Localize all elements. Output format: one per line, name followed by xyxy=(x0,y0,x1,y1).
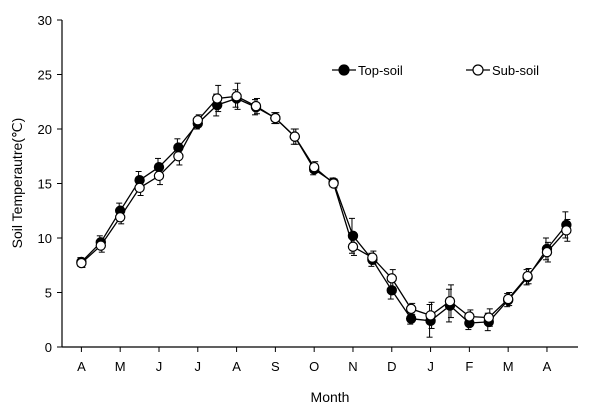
data-point-sub-soil xyxy=(231,91,242,102)
x-tick-label: M xyxy=(503,359,514,374)
data-point-sub-soil xyxy=(483,312,494,323)
data-point-sub-soil xyxy=(192,115,203,126)
data-point-sub-soil xyxy=(425,310,436,321)
x-axis-title: Month xyxy=(311,389,350,405)
y-tick-label: 0 xyxy=(45,340,52,355)
data-point-sub-soil xyxy=(367,252,378,263)
data-point-sub-soil xyxy=(153,170,165,182)
legend-marker-top-soil xyxy=(338,64,350,76)
data-point-top-soil xyxy=(405,313,417,324)
data-point-sub-soil xyxy=(405,303,417,315)
y-tick-label: 20 xyxy=(38,122,52,137)
data-point-sub-soil xyxy=(173,151,184,162)
x-tick-label: J xyxy=(156,359,163,374)
x-tick-label: A xyxy=(543,359,552,374)
x-tick-label: J xyxy=(427,359,434,374)
legend-item-sub-soil: Sub-soil xyxy=(466,63,539,78)
x-tick-label: A xyxy=(77,359,86,374)
data-point-sub-soil xyxy=(328,178,339,189)
x-tick-label: M xyxy=(115,359,126,374)
data-point-sub-soil xyxy=(502,293,514,305)
data-point-sub-soil xyxy=(250,100,262,112)
legend-label-top-soil: Top-soil xyxy=(358,63,403,78)
y-tick-label: 5 xyxy=(45,286,52,301)
data-point-sub-soil xyxy=(347,241,359,252)
x-tick-label: S xyxy=(271,359,280,374)
series-line-top-soil xyxy=(80,97,567,324)
legend: Top-soil Sub-soil xyxy=(332,63,539,78)
series-line-sub-soil xyxy=(80,95,567,319)
data-point-sub-soil xyxy=(95,240,106,251)
x-tick-label: J xyxy=(195,359,202,374)
series-top-soil xyxy=(76,89,572,338)
x-tick-label: N xyxy=(348,359,357,374)
y-axis-ticks: 0 5 10 15 20 25 30 xyxy=(38,13,62,355)
data-point-sub-soil xyxy=(270,112,281,124)
data-point-sub-soil xyxy=(561,225,572,236)
x-tick-label: A xyxy=(232,359,241,374)
data-point-sub-soil xyxy=(211,93,223,104)
data-point-sub-soil xyxy=(134,182,145,194)
data-point-top-soil xyxy=(386,285,397,296)
y-tick-label: 30 xyxy=(38,13,52,28)
x-tick-label: D xyxy=(387,359,396,374)
y-axis-title: Soil Temperautre(℃) xyxy=(9,118,25,249)
y-tick-label: 15 xyxy=(38,177,52,192)
data-point-sub-soil xyxy=(541,246,553,258)
legend-item-top-soil: Top-soil xyxy=(332,63,403,78)
legend-marker-sub-soil xyxy=(472,64,484,76)
data-point-sub-soil xyxy=(464,311,475,322)
legend-label-sub-soil: Sub-soil xyxy=(492,63,539,78)
data-point-sub-soil xyxy=(76,257,87,269)
series-layer xyxy=(76,82,572,338)
data-point-sub-soil xyxy=(522,270,533,282)
data-point-sub-soil xyxy=(386,273,397,284)
data-point-sub-soil xyxy=(308,161,320,173)
series-sub-soil xyxy=(76,82,572,329)
y-tick-label: 10 xyxy=(38,231,52,246)
data-point-sub-soil xyxy=(289,131,300,142)
data-point-sub-soil xyxy=(114,212,126,223)
data-point-sub-soil xyxy=(444,296,456,307)
x-tick-label: F xyxy=(465,359,473,374)
y-tick-label: 25 xyxy=(38,68,52,83)
x-tick-label: O xyxy=(309,359,319,374)
